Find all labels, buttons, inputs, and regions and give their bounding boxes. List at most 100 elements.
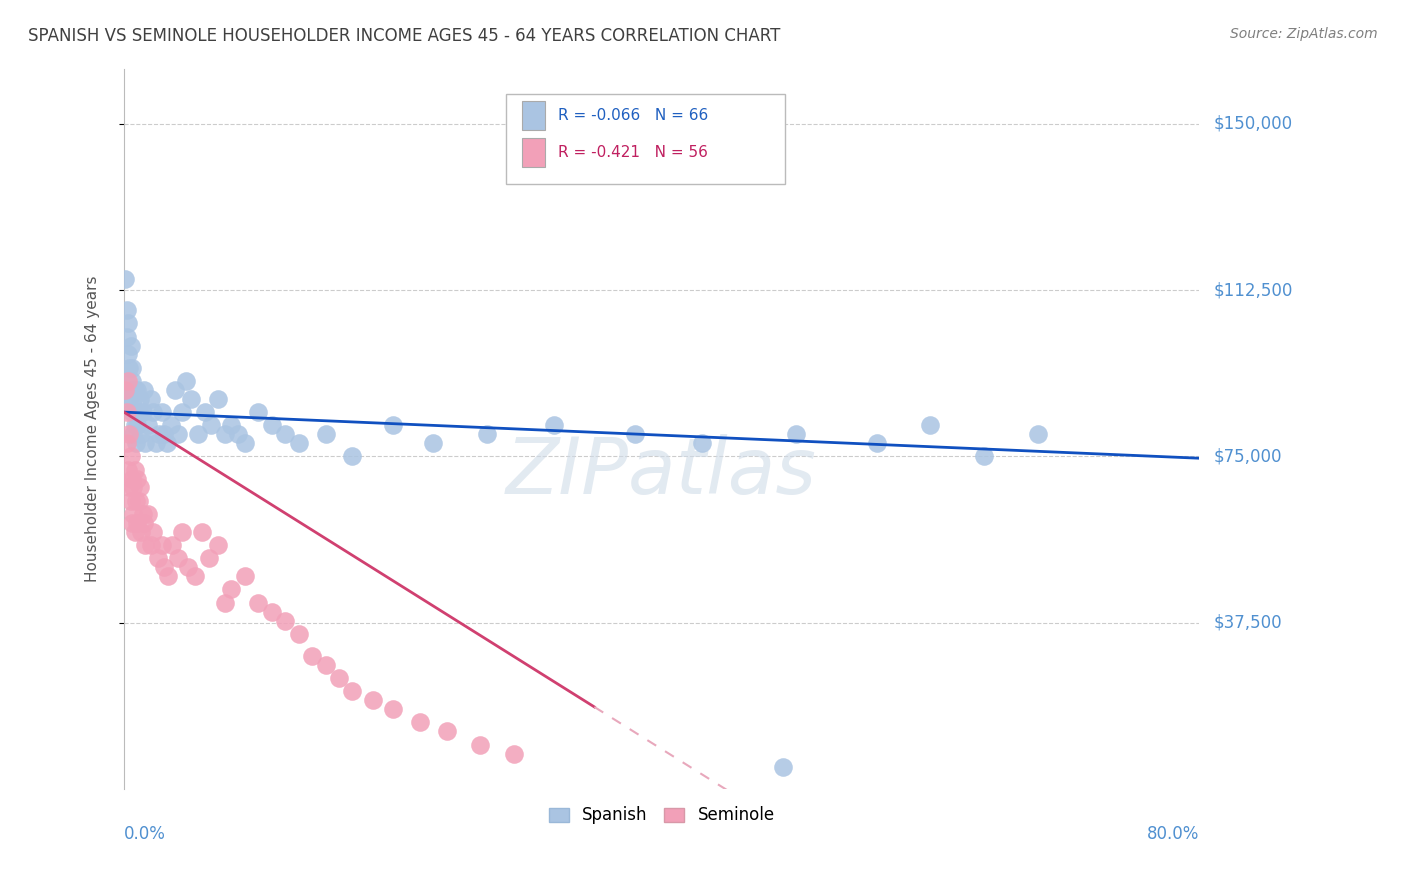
Point	[134, 436, 156, 450]
Point	[153, 560, 176, 574]
Point	[191, 524, 214, 539]
Point	[125, 493, 148, 508]
Point	[128, 493, 150, 508]
Point	[301, 648, 323, 663]
Point	[157, 569, 180, 583]
Point	[127, 383, 149, 397]
Point	[153, 427, 176, 442]
Point	[115, 303, 138, 318]
Point	[122, 507, 145, 521]
Point	[214, 596, 236, 610]
Point	[381, 702, 404, 716]
Point	[118, 392, 141, 406]
Point	[132, 516, 155, 530]
Point	[117, 347, 139, 361]
Point	[184, 569, 207, 583]
Point	[121, 516, 143, 530]
Point	[117, 463, 139, 477]
Point	[114, 272, 136, 286]
Point	[200, 418, 222, 433]
Point	[120, 338, 142, 352]
Point	[174, 374, 197, 388]
Point	[121, 374, 143, 388]
Point	[785, 427, 807, 442]
Point	[136, 507, 159, 521]
Point	[124, 524, 146, 539]
Point	[247, 596, 270, 610]
Point	[315, 657, 337, 672]
Point	[150, 538, 173, 552]
Legend: Spanish, Seminole: Spanish, Seminole	[541, 800, 782, 831]
Point	[136, 418, 159, 433]
Point	[342, 450, 364, 464]
Point	[315, 427, 337, 442]
Point	[170, 405, 193, 419]
Point	[117, 317, 139, 331]
Text: $75,000: $75,000	[1213, 448, 1282, 466]
Point	[115, 405, 138, 419]
Point	[260, 605, 283, 619]
Point	[207, 538, 229, 552]
Point	[193, 405, 215, 419]
Point	[436, 724, 458, 739]
Point	[221, 582, 243, 597]
Point	[125, 436, 148, 450]
Point	[163, 383, 186, 397]
Point	[127, 418, 149, 433]
Text: $112,500: $112,500	[1213, 281, 1292, 299]
Text: ZIPatlas: ZIPatlas	[506, 434, 817, 510]
Point	[122, 392, 145, 406]
Point	[233, 436, 256, 450]
Point	[142, 524, 165, 539]
Point	[124, 383, 146, 397]
Point	[543, 418, 565, 433]
Point	[468, 738, 491, 752]
FancyBboxPatch shape	[522, 101, 546, 129]
Point	[247, 405, 270, 419]
Point	[115, 330, 138, 344]
Point	[129, 392, 152, 406]
Text: R = -0.066   N = 66: R = -0.066 N = 66	[558, 108, 709, 123]
Point	[128, 405, 150, 419]
Point	[124, 463, 146, 477]
Point	[328, 671, 350, 685]
Text: SPANISH VS SEMINOLE HOUSEHOLDER INCOME AGES 45 - 64 YEARS CORRELATION CHART: SPANISH VS SEMINOLE HOUSEHOLDER INCOME A…	[28, 27, 780, 45]
Point	[124, 418, 146, 433]
Point	[127, 472, 149, 486]
Point	[122, 427, 145, 442]
Point	[166, 551, 188, 566]
Y-axis label: Householder Income Ages 45 - 64 years: Householder Income Ages 45 - 64 years	[86, 276, 100, 582]
Point	[160, 418, 183, 433]
Point	[187, 427, 209, 442]
Point	[132, 405, 155, 419]
Point	[502, 747, 524, 761]
Point	[125, 405, 148, 419]
Point	[145, 436, 167, 450]
Point	[197, 551, 219, 566]
Point	[142, 405, 165, 419]
Text: 80.0%: 80.0%	[1147, 825, 1199, 843]
Point	[287, 436, 309, 450]
Point	[226, 427, 249, 442]
Point	[118, 481, 141, 495]
Point	[120, 450, 142, 464]
Point	[287, 627, 309, 641]
Point	[129, 481, 152, 495]
Point	[139, 392, 162, 406]
Point	[132, 383, 155, 397]
Point	[150, 405, 173, 419]
Point	[166, 427, 188, 442]
Point	[118, 427, 141, 442]
Point	[148, 427, 170, 442]
Point	[146, 551, 169, 566]
Point	[361, 693, 384, 707]
Point	[920, 418, 942, 433]
Point	[162, 538, 184, 552]
Text: $150,000: $150,000	[1213, 115, 1292, 133]
Point	[177, 560, 200, 574]
Point	[131, 524, 153, 539]
Text: $37,500: $37,500	[1213, 614, 1282, 632]
Point	[139, 538, 162, 552]
Point	[180, 392, 202, 406]
Point	[342, 684, 364, 698]
